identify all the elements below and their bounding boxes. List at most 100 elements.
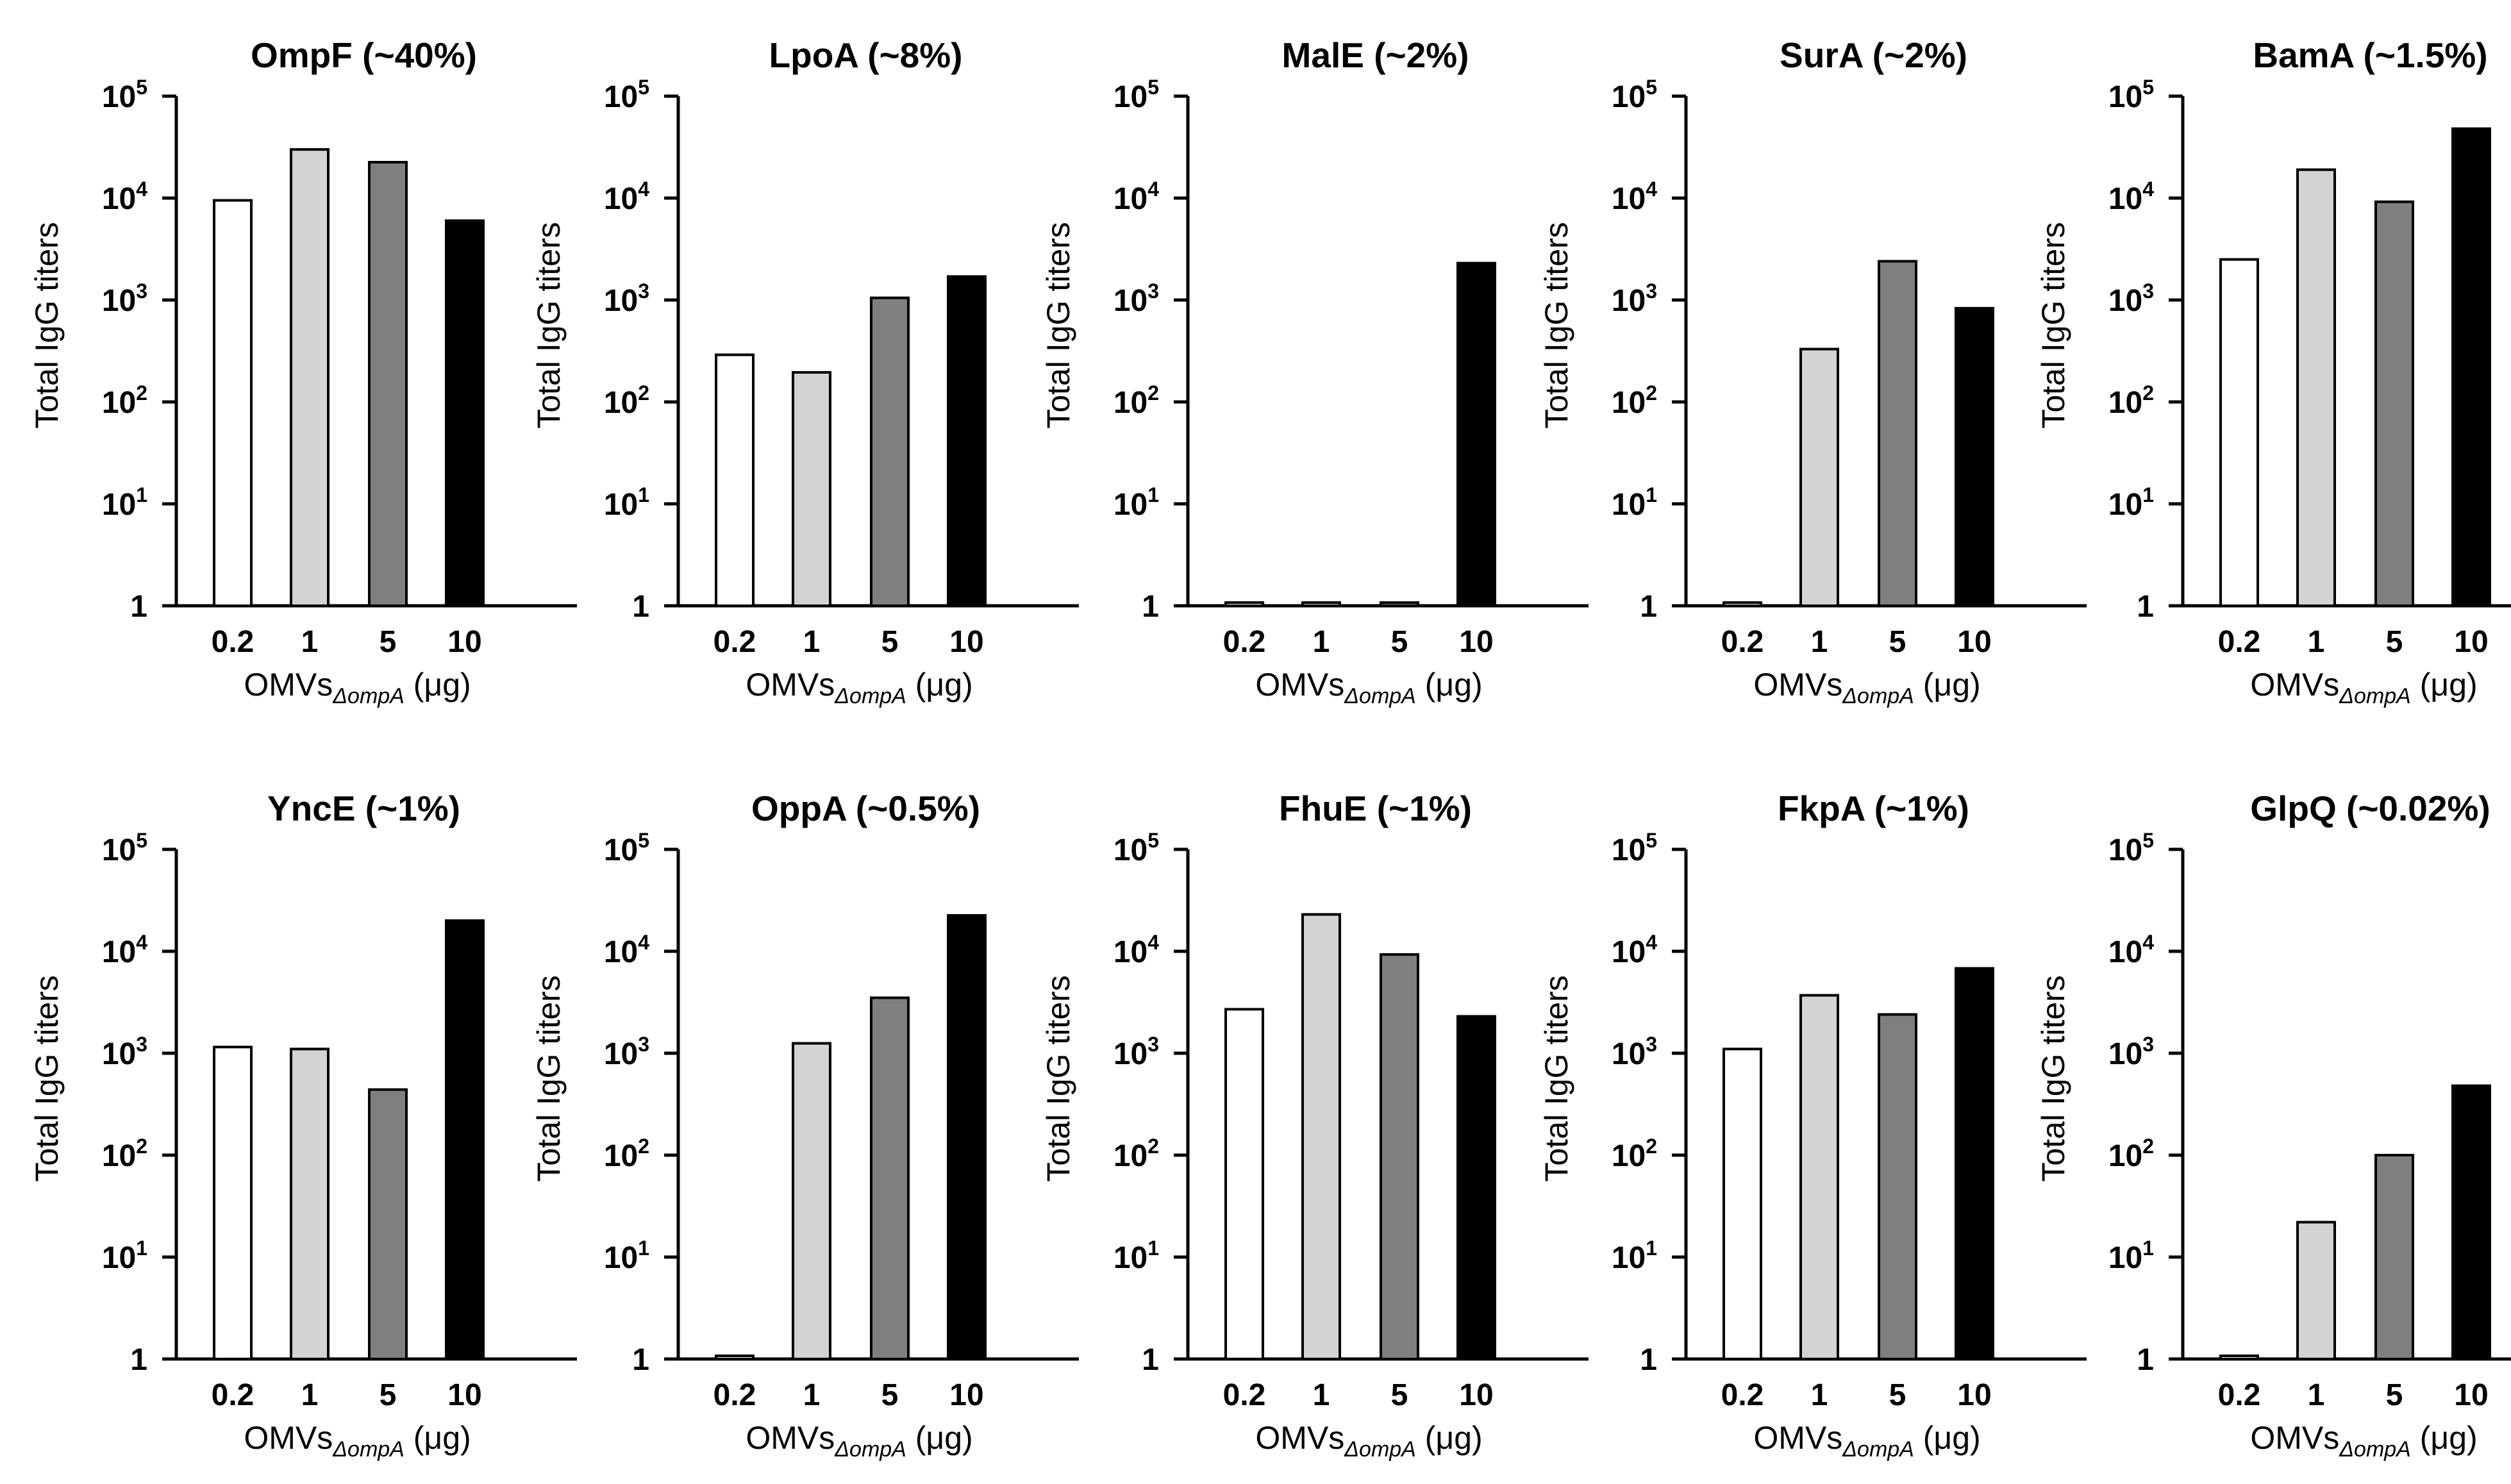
y-tick-exponent: 5	[1147, 76, 1159, 99]
chart-title: LpoA (~8%)	[769, 35, 963, 75]
y-tick-base: 10	[2108, 284, 2142, 318]
x-tick-label: 1	[803, 1378, 821, 1412]
y-tick-label: 104	[1612, 178, 1657, 216]
y-axis-label: Total IgG titers	[531, 222, 567, 428]
bar-10-ug	[1456, 1015, 1496, 1360]
y-tick-base: 10	[1612, 1241, 1646, 1275]
y-tick-label: 101	[1114, 1237, 1159, 1275]
x-tick-label: 10	[1459, 1378, 1493, 1412]
y-axis-label: Total IgG titers	[29, 975, 65, 1181]
x-label-main: OMVs	[1753, 667, 1842, 703]
y-tick-exponent: 5	[2142, 829, 2154, 852]
y-tick-exponent: 4	[2142, 178, 2154, 201]
y-tick-label: 105	[1612, 76, 1657, 114]
y-tick-base: 10	[604, 1037, 638, 1071]
bar-1-ug	[792, 371, 831, 608]
x-axis-label: OMVsΔompA (μg)	[2250, 667, 2477, 708]
chart-title: FhuE (~1%)	[1279, 788, 1472, 828]
y-tick-base: 10	[102, 833, 136, 867]
x-label-main: OMVs	[2250, 1420, 2339, 1456]
y-tick-base: 10	[1114, 386, 1147, 420]
x-axis-label: OMVsΔompA (μg)	[1255, 667, 1482, 708]
x-label-subscript: ΔompA	[332, 1437, 405, 1462]
y-tick-label: 1	[1640, 1343, 1657, 1377]
bar-0-2-ug	[2219, 258, 2259, 607]
x-tick-label: 1	[2308, 1378, 2325, 1412]
y-tick-exponent: 3	[2142, 279, 2154, 303]
x-tick-label: 5	[1391, 1378, 1408, 1412]
chart-title: YncE (~1%)	[267, 788, 460, 828]
x-axis-label: OMVsΔompA (μg)	[1255, 1420, 1482, 1462]
bar-5-ug	[870, 296, 910, 607]
y-tick-label: 104	[2108, 931, 2154, 969]
x-tick-label: 0.2	[2218, 1378, 2261, 1412]
x-label-subscript: ΔompA	[2339, 684, 2411, 708]
y-tick-label: 104	[1612, 931, 1657, 969]
y-tick-base: 10	[604, 80, 638, 114]
y-tick-exponent: 3	[1646, 279, 1657, 303]
y-tick-exponent: 5	[1646, 76, 1657, 99]
bar-10-ug	[445, 219, 485, 608]
x-tick-label: 0.2	[1223, 1378, 1266, 1412]
y-tick-label: 101	[604, 1237, 649, 1275]
y-tick-label: 1	[130, 590, 147, 624]
y-tick-label: 105	[1114, 76, 1159, 114]
bar-5-ug	[1878, 1013, 1917, 1360]
bar-0-2-ug	[2219, 1355, 2259, 1360]
x-tick-label: 1	[301, 1378, 319, 1412]
y-tick-label: 103	[2108, 279, 2154, 318]
y-tick-base: 10	[1612, 935, 1646, 969]
x-tick-label: 5	[2386, 625, 2403, 659]
y-tick-base: 10	[102, 935, 136, 969]
chart-title: BamA (~1.5%)	[2253, 35, 2487, 75]
x-label-main: OMVs	[746, 667, 835, 703]
y-tick-base: 10	[102, 182, 136, 216]
bar-1-ug	[1301, 601, 1341, 607]
y-tick-label: 105	[604, 76, 649, 114]
x-tick-label: 5	[2386, 1378, 2403, 1412]
y-tick-label: 101	[1612, 483, 1657, 522]
x-tick-label: 0.2	[1721, 1378, 1764, 1412]
bar-1-ug	[290, 1047, 330, 1361]
y-tick-exponent: 2	[1147, 1135, 1159, 1158]
bar-10-ug	[1955, 306, 1994, 607]
y-tick-exponent: 5	[136, 76, 147, 99]
y-tick-label: 102	[1612, 381, 1657, 420]
y-tick-label: 1	[2137, 1343, 2154, 1377]
x-tick-label: 0.2	[713, 625, 756, 659]
bar-10-ug	[1955, 967, 1994, 1360]
x-label-subscript: ΔompA	[834, 1437, 906, 1462]
y-tick-label: 101	[1612, 1237, 1657, 1275]
x-axis-label: OMVsΔompA (μg)	[244, 1420, 471, 1462]
x-label-unit: (μg)	[1416, 667, 1483, 703]
y-tick-base: 10	[604, 182, 638, 216]
y-tick-exponent: 3	[638, 1033, 649, 1056]
y-tick-label: 1	[632, 1343, 649, 1377]
x-axis-label: OMVsΔompA (μg)	[1753, 1420, 1980, 1462]
y-tick-base: 10	[1612, 1139, 1646, 1173]
x-label-unit: (μg)	[405, 1420, 471, 1456]
y-tick-exponent: 5	[1147, 829, 1159, 852]
y-tick-base: 10	[604, 1139, 638, 1173]
y-tick-base: 10	[2108, 1037, 2142, 1071]
y-tick-base: 10	[2108, 182, 2142, 216]
y-axis-label: Total IgG titers	[1539, 975, 1574, 1181]
y-tick-exponent: 3	[638, 279, 649, 303]
y-tick-base: 10	[102, 1139, 136, 1173]
y-tick-base: 10	[1114, 935, 1147, 969]
bar-5-ug	[368, 1088, 408, 1361]
x-tick-label: 0.2	[1223, 625, 1266, 659]
x-tick-label: 5	[881, 625, 899, 659]
y-tick-base: 10	[1114, 1241, 1147, 1275]
y-tick-label: 102	[604, 1135, 649, 1173]
x-tick-label: 0.2	[2218, 625, 2261, 659]
y-tick-exponent: 1	[1147, 1237, 1159, 1260]
y-tick-base: 10	[1612, 80, 1646, 114]
x-tick-label: 5	[380, 1378, 397, 1412]
y-tick-base: 10	[2108, 1139, 2142, 1173]
y-tick-label: 103	[604, 279, 649, 318]
